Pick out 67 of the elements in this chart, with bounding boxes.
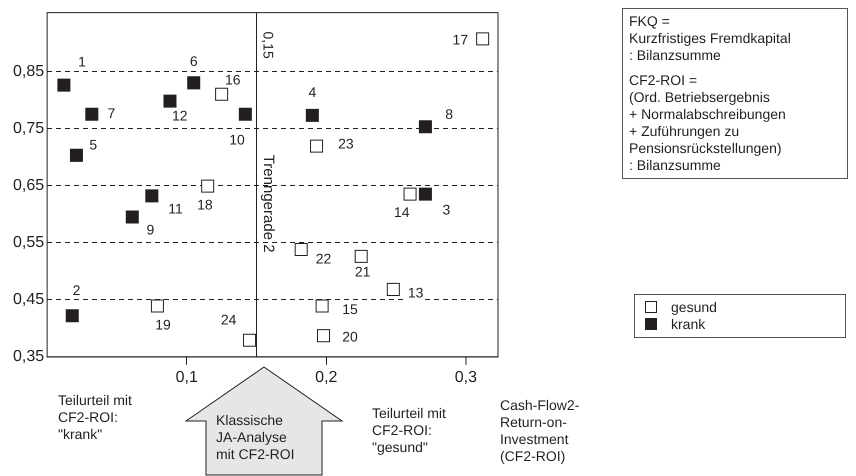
text: Klassische JA-Analyse mit CF2-ROI bbox=[216, 412, 296, 463]
annotation: 19 bbox=[155, 316, 171, 332]
annotation: 23 bbox=[338, 135, 354, 152]
y-tick-label: 0,65 bbox=[13, 176, 44, 194]
point bbox=[316, 299, 329, 313]
annotation: 9 bbox=[146, 222, 155, 238]
y-tick-label: 0,85 bbox=[13, 62, 44, 80]
annotation: 15 bbox=[342, 300, 358, 317]
annotation: 11 bbox=[168, 200, 184, 216]
annotation: 16 bbox=[225, 71, 241, 88]
ref-line-label: Trenngerade 2 bbox=[260, 154, 277, 253]
x-tick-label: 0,1 bbox=[176, 368, 198, 386]
annotation: 8 bbox=[445, 106, 454, 122]
point bbox=[163, 94, 176, 108]
annotation: 0,15 bbox=[260, 32, 277, 59]
point bbox=[215, 88, 228, 101]
point bbox=[150, 299, 164, 313]
point bbox=[354, 250, 368, 263]
point bbox=[310, 140, 324, 153]
text: Teilurteil mit CF2-ROI: "krank" bbox=[58, 392, 133, 443]
annotation: 6 bbox=[190, 53, 198, 70]
legend-label: gesund bbox=[670, 299, 718, 316]
annotation: 10 bbox=[229, 131, 245, 148]
point bbox=[201, 180, 214, 193]
point bbox=[243, 334, 256, 347]
point bbox=[317, 329, 330, 342]
point bbox=[386, 282, 400, 296]
x-tick-label: 0,3 bbox=[454, 368, 478, 386]
point bbox=[404, 188, 417, 201]
y-tick-label: 0,35 bbox=[13, 348, 44, 366]
point bbox=[238, 108, 252, 121]
annotation: 1 bbox=[78, 54, 86, 70]
x-axis-title: Cash-Flow2-Return-on-Investment (CF2-ROI) bbox=[500, 397, 580, 465]
annotation: 7 bbox=[107, 105, 116, 122]
point bbox=[145, 189, 158, 202]
annotation: 13 bbox=[408, 284, 424, 300]
point bbox=[126, 210, 139, 224]
point bbox=[187, 76, 200, 90]
x-tick-label: 0,2 bbox=[315, 368, 338, 386]
annotation: 12 bbox=[172, 107, 188, 124]
legend-label: krank bbox=[670, 316, 706, 333]
text: Teilurteil mit CF2-ROI: "gesund" bbox=[372, 405, 447, 456]
point bbox=[294, 242, 308, 256]
annotation: 20 bbox=[342, 328, 358, 344]
point bbox=[418, 120, 432, 134]
point bbox=[85, 108, 98, 121]
y-tick-label: 0,45 bbox=[13, 291, 44, 308]
text: FKQ = Kurzfristiges Fremdkapital : Bilanzsumme bbox=[629, 13, 792, 64]
text: CF2-ROI = (Ord. Betriebsergebnis + Normalabschreibungen + Zuführungen zu Pensionsrückstellungen) : Bilanzsumme bbox=[629, 72, 787, 174]
annotation: 3 bbox=[442, 202, 450, 218]
annotation: 24 bbox=[220, 312, 237, 328]
point bbox=[70, 148, 83, 162]
annotation: 22 bbox=[316, 250, 332, 267]
point bbox=[66, 309, 79, 322]
point bbox=[418, 188, 432, 201]
point bbox=[306, 108, 319, 122]
annotation: 17 bbox=[452, 31, 468, 48]
annotation: 14 bbox=[394, 204, 410, 220]
point bbox=[476, 32, 490, 46]
annotation: 4 bbox=[308, 84, 316, 100]
point bbox=[57, 78, 70, 92]
y-tick-label: 0,55 bbox=[13, 234, 44, 252]
annotation: 18 bbox=[197, 196, 213, 212]
annotation: 21 bbox=[354, 264, 371, 280]
y-tick-label: 0,75 bbox=[13, 120, 44, 137]
annotation: 5 bbox=[89, 136, 98, 152]
annotation: 2 bbox=[72, 282, 81, 298]
